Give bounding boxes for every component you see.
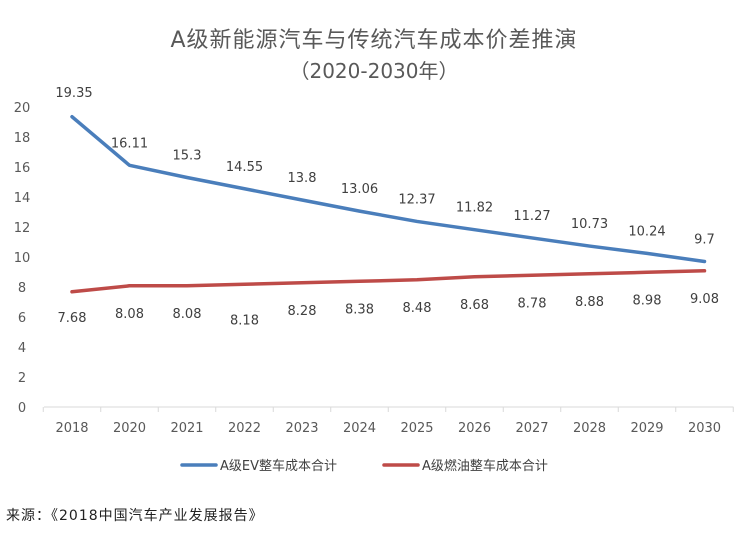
ev-data-label: 12.37 [398, 192, 435, 207]
x-tick-label: 2020 [113, 421, 146, 436]
x-tick-label: 2023 [285, 421, 318, 436]
x-tick-label: 2022 [228, 421, 261, 436]
ice-data-label: 9.08 [690, 292, 719, 307]
x-tick-label: 2027 [515, 421, 548, 436]
ev-data-label: 11.27 [513, 209, 550, 224]
ev-data-label: 10.24 [628, 224, 665, 239]
x-tick-label: 2028 [573, 421, 606, 436]
chart-subtitle: （2020-2030年） [289, 59, 459, 83]
ev-cost-line [70, 115, 707, 264]
ev-data-label: 13.06 [341, 182, 378, 197]
ice-data-label: 8.48 [403, 301, 432, 316]
ev-data-label: 11.82 [456, 201, 493, 216]
ice-data-label: 8.08 [173, 307, 202, 322]
ice-data-label: 8.78 [518, 296, 547, 311]
y-tick-label: 8 [18, 281, 26, 296]
y-tick-label: 20 [14, 101, 31, 116]
legend-label-ev: A级EV整车成本合计 [220, 458, 337, 474]
ice-data-label: 8.98 [633, 293, 662, 308]
ev-data-label: 15.3 [173, 149, 202, 164]
ice-data-label: 8.38 [345, 302, 374, 317]
y-tick-label: 0 [18, 401, 26, 416]
y-tick-label: 14 [14, 191, 31, 206]
y-tick-label: 18 [14, 131, 31, 146]
ice-data-label: 7.68 [58, 311, 87, 326]
y-tick-label: 2 [18, 371, 26, 386]
x-tick-label: 2030 [688, 421, 721, 436]
y-tick-label: 16 [14, 161, 31, 176]
ev-data-label: 19.35 [55, 86, 92, 101]
x-tick-label: 2021 [170, 421, 203, 436]
chart-title: A级新能源汽车与传统汽车成本价差推演 [170, 28, 578, 53]
ice-data-label: 8.68 [460, 298, 489, 313]
ice-data-label: 8.28 [288, 304, 317, 319]
legend-label-ice: A级燃油整车成本合计 [422, 458, 548, 474]
x-tick-label: 2026 [458, 421, 491, 436]
x-tick-label: 2024 [343, 421, 376, 436]
ice-data-label: 8.08 [115, 307, 144, 322]
ev-data-label: 13.8 [288, 171, 317, 186]
y-tick-label: 4 [18, 341, 26, 356]
ev-data-label: 14.55 [226, 160, 263, 175]
y-tick-label: 12 [14, 221, 31, 236]
y-tick-label: 10 [14, 251, 31, 266]
ev-data-label: 9.7 [694, 233, 715, 248]
ev-data-label: 16.11 [111, 136, 148, 151]
ev-data-label: 10.73 [571, 217, 608, 232]
x-tick-label: 2018 [55, 421, 88, 436]
y-tick-label: 6 [18, 311, 26, 326]
source-note: 来源：《2018中国汽车产业发展报告》 [6, 508, 264, 524]
ice-data-label: 8.88 [575, 295, 604, 310]
ice-cost-line [70, 269, 707, 294]
ice-data-label: 8.18 [230, 313, 259, 328]
x-tick-label: 2025 [400, 421, 433, 436]
x-tick-label: 2029 [630, 421, 663, 436]
